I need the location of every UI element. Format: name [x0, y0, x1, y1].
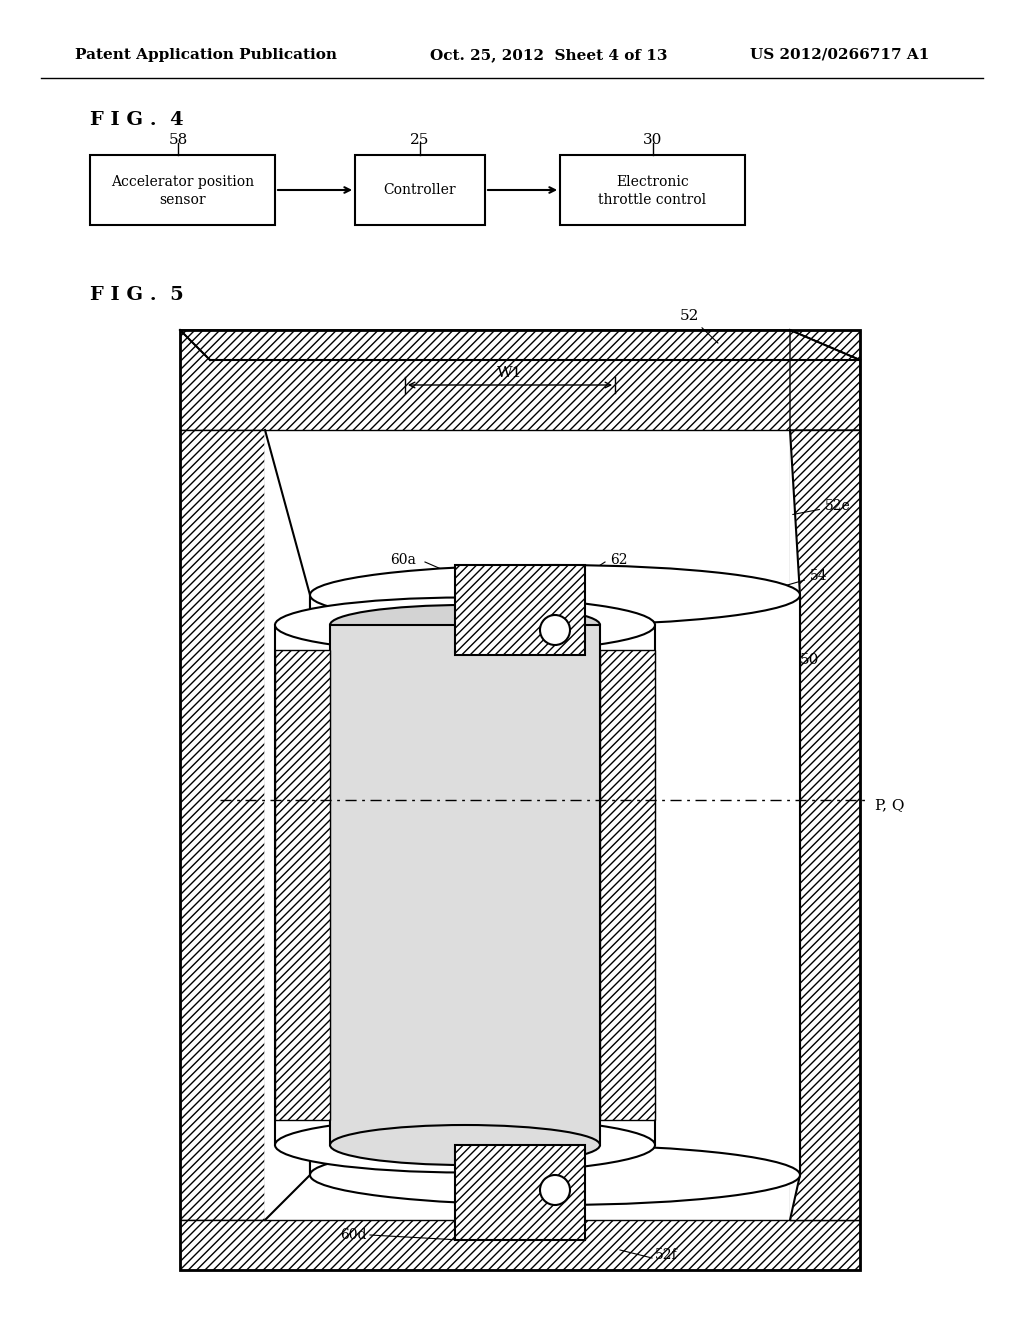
- Text: Oct. 25, 2012  Sheet 4 of 13: Oct. 25, 2012 Sheet 4 of 13: [430, 48, 668, 62]
- Bar: [330, 624, 600, 1144]
- Text: 50: 50: [800, 653, 819, 667]
- Text: 60d: 60d: [340, 1228, 367, 1242]
- Polygon shape: [180, 1220, 860, 1270]
- Polygon shape: [180, 330, 860, 430]
- Text: 54: 54: [773, 569, 827, 589]
- Ellipse shape: [275, 598, 655, 652]
- Ellipse shape: [310, 1144, 800, 1205]
- Polygon shape: [790, 430, 800, 1220]
- Bar: [180, 330, 860, 1270]
- Bar: [90, 154, 275, 224]
- Text: 60e: 60e: [585, 653, 610, 667]
- Ellipse shape: [330, 605, 600, 645]
- Text: Controller: Controller: [384, 183, 457, 197]
- Text: W2: W2: [503, 638, 527, 652]
- Text: 60h: 60h: [545, 1208, 571, 1222]
- Polygon shape: [180, 330, 860, 360]
- Bar: [600, 649, 655, 1119]
- Bar: [275, 624, 655, 1144]
- Text: W1: W1: [498, 366, 522, 380]
- Text: throttle control: throttle control: [598, 193, 707, 207]
- Circle shape: [540, 615, 570, 645]
- Text: F I G .  4: F I G . 4: [90, 111, 183, 129]
- Text: 52f: 52f: [655, 1247, 678, 1262]
- Text: 52e: 52e: [793, 499, 851, 515]
- Text: Patent Application Publication: Patent Application Publication: [75, 48, 337, 62]
- Circle shape: [540, 1175, 570, 1205]
- Bar: [275, 649, 330, 1119]
- Text: US 2012/0266717 A1: US 2012/0266717 A1: [750, 48, 930, 62]
- Polygon shape: [790, 430, 860, 1220]
- Ellipse shape: [330, 1125, 600, 1166]
- Polygon shape: [180, 430, 265, 1220]
- Text: 40: 40: [280, 682, 299, 697]
- Text: F I G .  5: F I G . 5: [90, 286, 183, 304]
- Bar: [560, 154, 745, 224]
- Text: 60: 60: [585, 593, 602, 607]
- Text: 60f: 60f: [435, 1123, 458, 1137]
- Text: P, Q: P, Q: [874, 799, 904, 812]
- Text: 52: 52: [680, 309, 718, 343]
- Bar: [455, 565, 585, 655]
- Text: 60b: 60b: [370, 593, 396, 607]
- Bar: [455, 1144, 585, 1239]
- Text: Electronic: Electronic: [616, 176, 689, 189]
- Text: 60c: 60c: [360, 636, 385, 649]
- Text: 60a: 60a: [390, 553, 416, 568]
- Text: 25: 25: [411, 133, 430, 147]
- Bar: [310, 595, 800, 1175]
- Text: 60g: 60g: [490, 1118, 516, 1133]
- Text: sensor: sensor: [159, 193, 206, 207]
- Ellipse shape: [275, 1118, 655, 1172]
- Polygon shape: [790, 330, 860, 430]
- Text: Accelerator position: Accelerator position: [111, 176, 254, 189]
- Text: 58: 58: [168, 133, 187, 147]
- Text: 30: 30: [643, 133, 663, 147]
- Ellipse shape: [310, 565, 800, 624]
- Text: 64: 64: [585, 630, 603, 644]
- Bar: [355, 154, 485, 224]
- Polygon shape: [265, 430, 310, 1220]
- Text: 62: 62: [610, 553, 628, 568]
- Text: 50a: 50a: [650, 1168, 676, 1181]
